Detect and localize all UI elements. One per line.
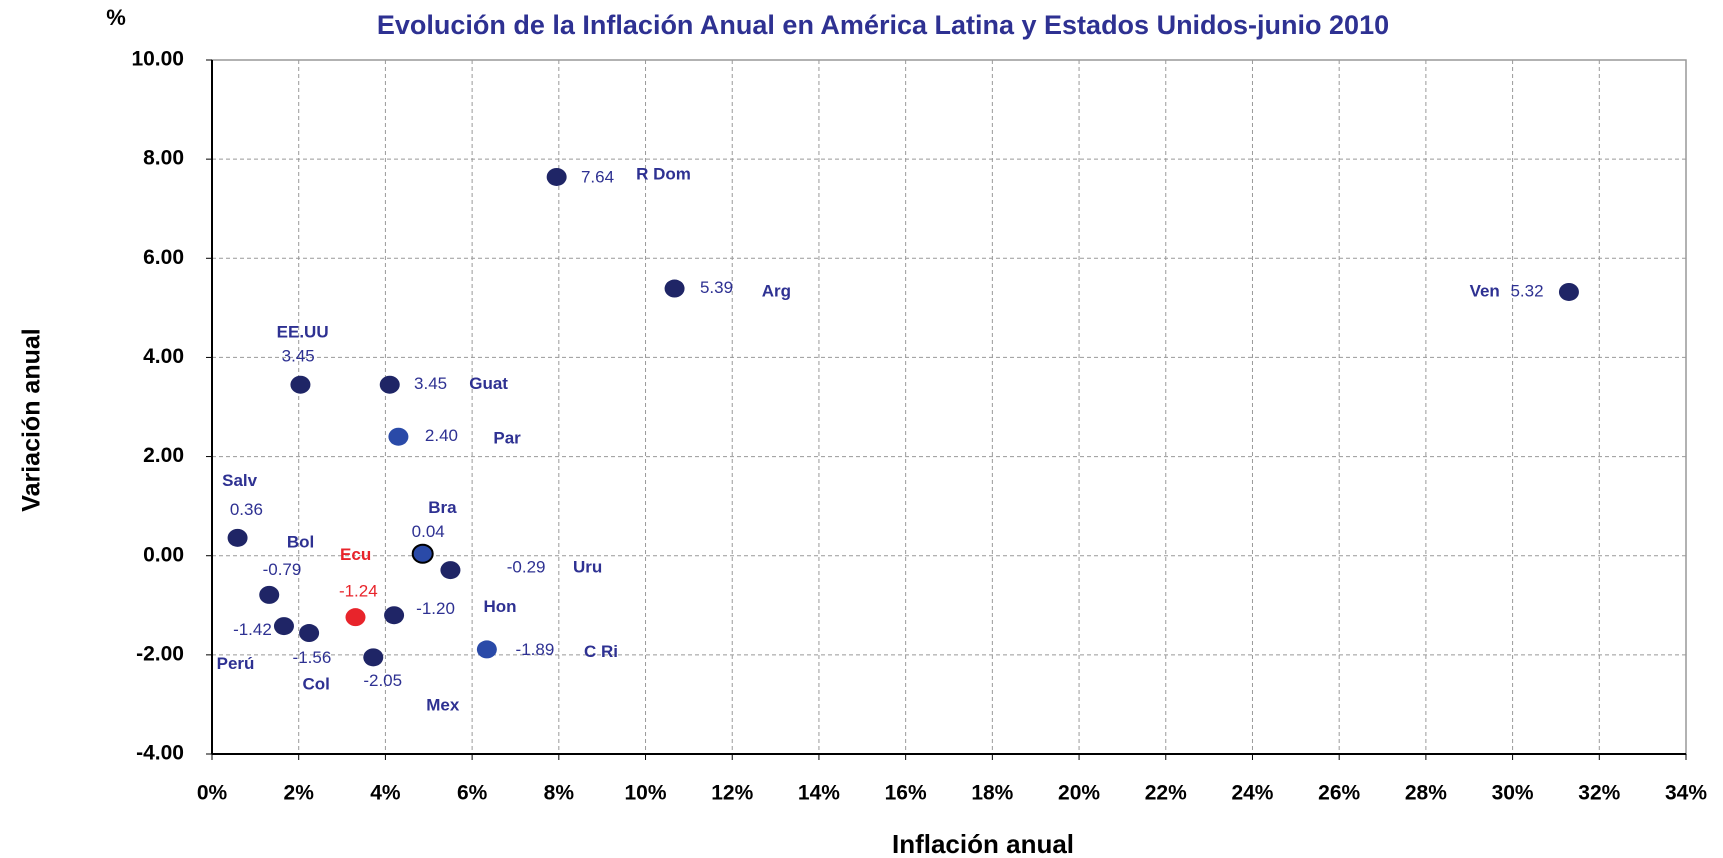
value-label: 3.45 bbox=[282, 347, 315, 366]
point bbox=[440, 561, 461, 580]
x-tick-label: 30% bbox=[1492, 782, 1534, 805]
point bbox=[411, 543, 434, 564]
point-name: Bol bbox=[287, 532, 314, 551]
point bbox=[388, 427, 409, 446]
y-tick-label: 8.00 bbox=[143, 147, 184, 170]
point-name: Hon bbox=[484, 597, 517, 616]
x-tick-label: 14% bbox=[798, 782, 840, 805]
point-name: Par bbox=[493, 428, 521, 447]
y-tick-label: -4.00 bbox=[136, 742, 184, 765]
x-tick-label: 16% bbox=[885, 782, 927, 805]
x-axis-title: Inflación anual bbox=[892, 829, 1074, 858]
point bbox=[476, 640, 497, 659]
point-name: Salv bbox=[222, 471, 258, 490]
point-name: Uru bbox=[573, 557, 602, 576]
point bbox=[290, 375, 311, 394]
point bbox=[259, 585, 280, 604]
x-tick-label: 20% bbox=[1058, 782, 1100, 805]
point bbox=[664, 279, 685, 298]
value-label: -1.42 bbox=[233, 620, 272, 639]
point-name: Col bbox=[302, 674, 329, 693]
value-label: 0.04 bbox=[412, 522, 445, 541]
point-name: Perú bbox=[217, 654, 255, 673]
point-name: Ecu bbox=[340, 545, 371, 564]
x-tick-label: 28% bbox=[1405, 782, 1447, 805]
y-tick-label: 4.00 bbox=[143, 345, 184, 368]
value-label: 2.40 bbox=[425, 426, 458, 445]
point bbox=[379, 375, 400, 394]
x-tick-label: 26% bbox=[1318, 782, 1360, 805]
x-tick-label: 4% bbox=[370, 782, 401, 805]
point-name: Guat bbox=[469, 374, 508, 393]
x-tick-label: 6% bbox=[457, 782, 488, 805]
plot-area bbox=[211, 59, 1687, 755]
value-label: 0.36 bbox=[230, 500, 263, 519]
point bbox=[273, 617, 294, 636]
x-tick-label: 0% bbox=[197, 782, 228, 805]
point-name: EE.UU bbox=[277, 322, 329, 341]
x-tick-label: 10% bbox=[625, 782, 667, 805]
point-name: Arg bbox=[762, 281, 791, 300]
value-label: 3.45 bbox=[414, 374, 447, 393]
x-tick-label: 32% bbox=[1578, 782, 1620, 805]
value-label: -1.89 bbox=[516, 640, 555, 659]
value-label: -0.79 bbox=[263, 560, 302, 579]
x-tick-label: 24% bbox=[1231, 782, 1273, 805]
point bbox=[227, 528, 248, 547]
value-label: 5.32 bbox=[1510, 281, 1543, 300]
value-label: -0.29 bbox=[507, 557, 546, 576]
point-name: Bra bbox=[428, 498, 457, 517]
y-tick-label: 6.00 bbox=[143, 246, 184, 269]
chart-title: Evolución de la Inflación Anual en Améri… bbox=[377, 10, 1389, 40]
x-tick-label: 2% bbox=[284, 782, 315, 805]
y-tick-label: 0.00 bbox=[143, 543, 184, 566]
y-tick-label: -2.00 bbox=[136, 642, 184, 665]
point-name: Ven bbox=[1470, 281, 1500, 300]
point bbox=[546, 167, 567, 186]
point-name: R Dom bbox=[636, 164, 691, 183]
point bbox=[1558, 282, 1579, 301]
value-label: -1.20 bbox=[416, 599, 455, 618]
point-name: C Ri bbox=[584, 642, 618, 661]
y-tick-label: 10.00 bbox=[131, 48, 184, 71]
x-tick-label: 22% bbox=[1145, 782, 1187, 805]
value-label: -1.24 bbox=[339, 581, 378, 600]
value-label: 7.64 bbox=[581, 168, 614, 187]
x-tick-label: 34% bbox=[1665, 782, 1707, 805]
x-tick-label: 12% bbox=[711, 782, 753, 805]
value-label: -1.56 bbox=[293, 648, 332, 667]
x-tick-label: 18% bbox=[971, 782, 1013, 805]
point bbox=[299, 624, 320, 643]
value-label: -2.05 bbox=[363, 671, 402, 690]
value-label: 5.39 bbox=[700, 278, 733, 297]
y-axis-title: Variación anual bbox=[18, 328, 46, 511]
point bbox=[384, 606, 405, 625]
y-unit: % bbox=[106, 5, 126, 30]
point bbox=[345, 608, 366, 627]
point-name: Mex bbox=[426, 695, 460, 714]
y-tick-label: 2.00 bbox=[143, 444, 184, 467]
point bbox=[363, 648, 384, 667]
x-tick-label: 8% bbox=[544, 782, 575, 805]
